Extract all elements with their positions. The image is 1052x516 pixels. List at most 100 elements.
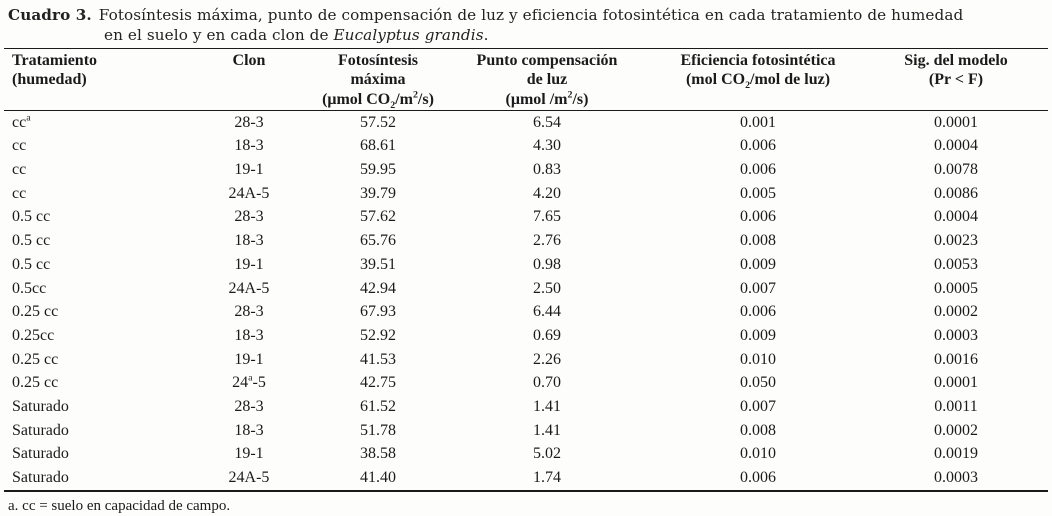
cell-sig-modelo: 0.0001	[934, 374, 978, 392]
cell-eficiencia: 0.010	[740, 445, 776, 463]
cell-tratamiento: Saturado	[12, 445, 69, 463]
cell-tratamiento: 0.5 cc	[12, 232, 51, 250]
table-row: Saturado 28-3 61.52 1.41 0.007 0.0011	[4, 395, 1048, 419]
cell-fotosintesis-maxima: 39.79	[360, 184, 396, 202]
cell-sig-modelo: 0.0005	[934, 279, 978, 297]
cell-tratamiento: Saturado	[12, 469, 69, 487]
cell-fotosintesis-maxima: 41.53	[360, 350, 396, 368]
cell-fotosintesis-maxima: 51.78	[360, 421, 396, 439]
cell-clon: 18-3	[234, 421, 264, 439]
cell-sig-modelo: 0.0002	[934, 421, 978, 439]
cell-tratamiento: Saturado	[12, 397, 69, 415]
cell-fotosintesis-maxima: 41.40	[360, 469, 396, 487]
table-row: 0.5 cc 19-1 39.51 0.98 0.009 0.0053	[4, 253, 1048, 277]
column-header-punto-compensacion: Punto compensación de luz (μmol /m2/s)	[442, 48, 652, 111]
cell-clon: 24A-5	[228, 279, 270, 297]
cell-tratamiento: 0.25cc	[12, 326, 55, 344]
cell-punto-compensacion: 6.54	[533, 113, 561, 131]
cell-eficiencia: 0.008	[740, 421, 776, 439]
cell-punto-compensacion: 4.30	[533, 137, 561, 155]
table-row: 0.25 cc 24a-5 42.75 0.70 0.050 0.0001	[4, 371, 1048, 395]
cell-punto-compensacion: 5.02	[533, 445, 561, 463]
cell-punto-compensacion: 2.50	[533, 279, 561, 297]
table-caption-label: Cuadro 3.	[8, 6, 92, 24]
column-header-fotosintesis-maxima: Fotosíntesis máxima (μmol CO2/m2/s)	[314, 48, 442, 111]
cell-fotosintesis-maxima: 57.62	[360, 208, 396, 226]
cell-punto-compensacion: 0.98	[533, 255, 561, 273]
cell-eficiencia: 0.006	[740, 303, 776, 321]
table-row: 0.25 cc 19-1 41.53 2.26 0.010 0.0016	[4, 348, 1048, 372]
cell-eficiencia: 0.006	[740, 469, 776, 487]
cell-sig-modelo: 0.0053	[934, 255, 978, 273]
cell-punto-compensacion: 1.74	[533, 469, 561, 487]
cell-punto-compensacion: 1.41	[533, 421, 561, 439]
cell-clon: 24A-5	[228, 184, 270, 202]
table-row: cca 28-3 57.52 6.54 0.001 0.0001	[4, 110, 1048, 134]
cell-sig-modelo: 0.0016	[934, 350, 978, 368]
table-row: 0.5 cc 28-3 57.62 7.65 0.006 0.0004	[4, 206, 1048, 230]
cell-fotosintesis-maxima: 67.93	[360, 303, 396, 321]
cell-clon: 19-1	[234, 161, 264, 179]
cell-clon: 19-1	[234, 445, 264, 463]
cell-punto-compensacion: 7.65	[533, 208, 561, 226]
cell-fotosintesis-maxima: 42.75	[360, 374, 396, 392]
cell-punto-compensacion: 4.20	[533, 184, 561, 202]
cell-sig-modelo: 0.0002	[934, 303, 978, 321]
cell-punto-compensacion: 2.26	[533, 350, 561, 368]
cell-clon: 28-3	[234, 113, 264, 131]
cell-fotosintesis-maxima: 65.76	[360, 232, 396, 250]
cell-fotosintesis-maxima: 39.51	[360, 255, 396, 273]
table-row: 0.5 cc 18-3 65.76 2.76 0.008 0.0023	[4, 229, 1048, 253]
cell-fotosintesis-maxima: 68.61	[360, 137, 396, 155]
cell-tratamiento: cc	[12, 137, 27, 155]
cell-sig-modelo: 0.0086	[934, 184, 978, 202]
cell-clon: 18-3	[234, 137, 264, 155]
cell-clon: 24A-5	[228, 469, 270, 487]
cell-punto-compensacion: 1.41	[533, 397, 561, 415]
cell-tratamiento: Saturado	[12, 421, 69, 439]
cell-eficiencia: 0.050	[740, 374, 776, 392]
cell-sig-modelo: 0.0004	[934, 137, 978, 155]
table-caption-text-continued: en el suelo y en cada clon de	[104, 26, 334, 44]
cell-punto-compensacion: 0.69	[533, 326, 561, 344]
cell-fotosintesis-maxima: 61.52	[360, 397, 396, 415]
cell-clon: 28-3	[234, 397, 264, 415]
cell-eficiencia: 0.006	[740, 137, 776, 155]
cell-sig-modelo: 0.0003	[934, 326, 978, 344]
table-caption: Cuadro 3. Fotosíntesis máxima, punto de c…	[8, 5, 1048, 45]
cell-eficiencia: 0.009	[740, 255, 776, 273]
cell-tratamiento: 0.5 cc	[12, 208, 51, 226]
cell-tratamiento: 0.25 cc	[12, 350, 59, 368]
cell-clon: 19-1	[234, 255, 264, 273]
table-row: Saturado 19-1 38.58 5.02 0.010 0.0019	[4, 443, 1048, 467]
table-row: 0.25cc 18-3 52.92 0.69 0.009 0.0003	[4, 324, 1048, 348]
cell-punto-compensacion: 0.83	[533, 161, 561, 179]
column-header-sig-modelo: Sig. del modelo (Pr < F)	[864, 48, 1048, 111]
cell-fotosintesis-maxima: 57.52	[360, 113, 396, 131]
table-row: Saturado 24A-5 41.40 1.74 0.006 0.0003	[4, 466, 1048, 491]
cell-eficiencia: 0.007	[740, 279, 776, 297]
cell-tratamiento: 0.5 cc	[12, 255, 51, 273]
table-caption-line1: Cuadro 3. Fotosíntesis máxima, punto de c…	[8, 5, 1048, 25]
table-caption-period: .	[483, 26, 489, 44]
cell-tratamiento: 0.5cc	[12, 279, 47, 297]
cell-eficiencia: 0.006	[740, 208, 776, 226]
cell-sig-modelo: 0.0003	[934, 469, 978, 487]
cell-sig-modelo: 0.0078	[934, 161, 978, 179]
cell-tratamiento: 0.25 cc	[12, 303, 59, 321]
cell-clon: 18-3	[234, 232, 264, 250]
cell-eficiencia: 0.010	[740, 350, 776, 368]
cell-sig-modelo: 0.0004	[934, 208, 978, 226]
column-header-tratamiento: Tratamiento (humedad)	[4, 48, 184, 111]
cell-eficiencia: 0.006	[740, 161, 776, 179]
table-row: cc 24A-5 39.79 4.20 0.005 0.0086	[4, 182, 1048, 206]
table-caption-line2: en el suelo y en cada clon de Eucalyptus…	[8, 25, 1048, 45]
data-table: Tratamiento (humedad) Clon Fotosíntesis máx…	[4, 48, 1048, 492]
table-row: 0.25 cc 28-3 67.93 6.44 0.006 0.0002	[4, 300, 1048, 324]
cell-tratamiento: 0.25 cc	[12, 374, 59, 392]
cell-clon: 28-3	[234, 208, 264, 226]
cell-fotosintesis-maxima: 42.94	[360, 279, 396, 297]
column-header-eficiencia: Eficiencia fotosintética (mol CO2/mol de …	[652, 48, 864, 111]
table-header-row: Tratamiento (humedad) Clon Fotosíntesis máx…	[4, 48, 1048, 111]
